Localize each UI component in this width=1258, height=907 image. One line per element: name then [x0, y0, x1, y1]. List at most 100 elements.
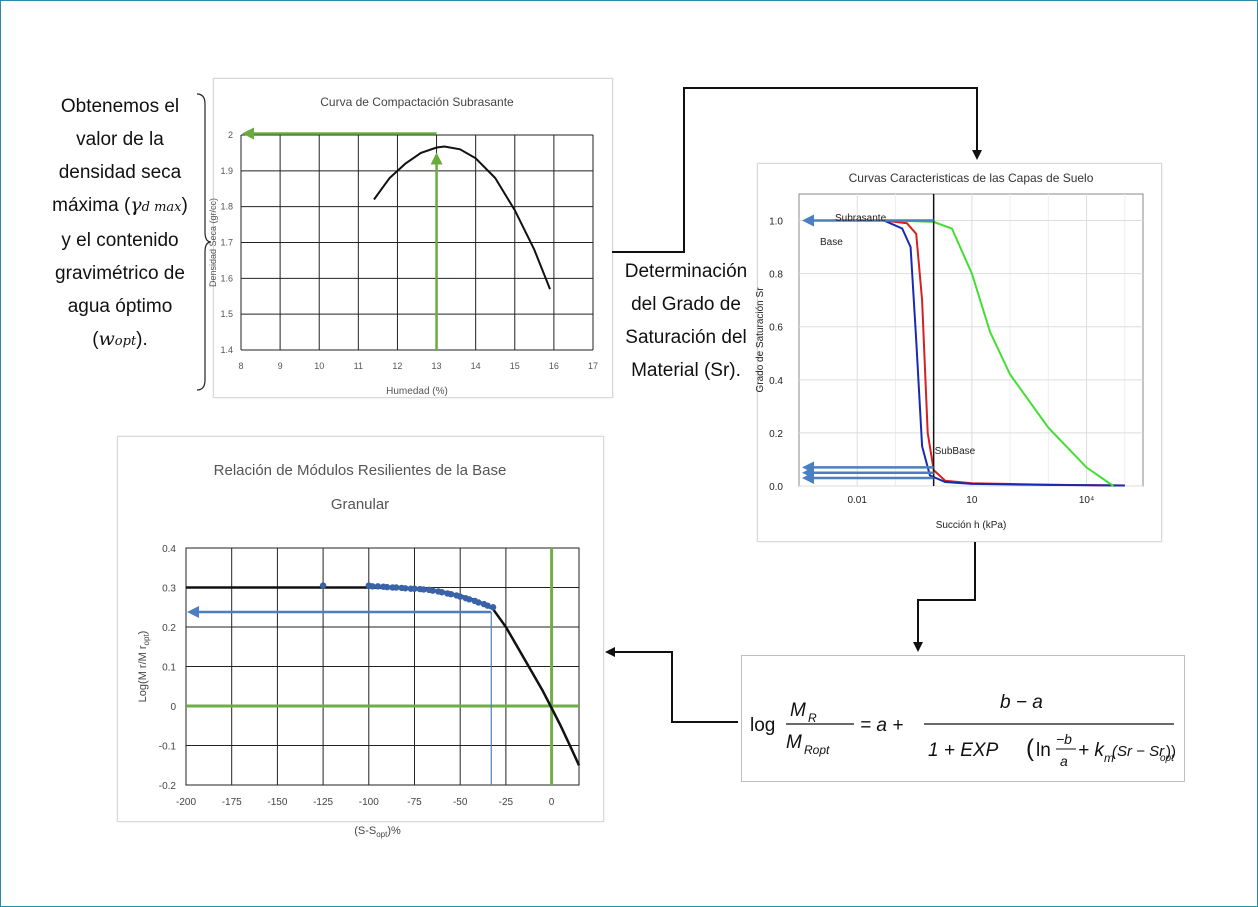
swcc-curve-blue: [807, 219, 1125, 487]
left-note-line: valor de la: [76, 129, 164, 150]
y-tick-label: 0.4: [769, 376, 783, 387]
chart-title: Curva de Compactación Subrasante: [320, 95, 514, 109]
x-tick-label: -150: [267, 797, 287, 808]
formula-sr-sub: opt: [1160, 753, 1175, 764]
resilient-chart: Relación de Módulos Resilientes de la Ba…: [137, 462, 581, 839]
x-tick-label: 17: [588, 361, 598, 371]
y-tick-label: 0.6: [769, 323, 783, 334]
formula-numerator: b − a: [1000, 692, 1043, 713]
connector-formula-to-resilient: [605, 647, 738, 723]
plot-area: [798, 193, 1144, 487]
data-point: [456, 593, 464, 600]
swcc-chart: Curvas Caracteristicas de las Capas de S…: [755, 171, 1144, 531]
data-point: [489, 604, 497, 611]
y-tick-label: 0.3: [162, 584, 176, 595]
x-tick-label: 15: [510, 361, 520, 371]
chart-title: Curvas Caracteristicas de las Capas de S…: [849, 171, 1094, 185]
y-tick-label: 1.4: [220, 345, 233, 355]
y-tick-label: 2: [228, 130, 233, 140]
data-point: [393, 584, 400, 591]
resilient-chart-panel: [117, 436, 604, 822]
formula-denominator-a: 1 + EXP: [928, 740, 999, 761]
x-tick-label: 0: [549, 797, 555, 808]
data-point: [319, 582, 327, 589]
x-axis-label: Succión h (kPa): [936, 520, 1007, 531]
formula-eq: = a +: [860, 715, 903, 736]
mid-note-line: Determinación: [624, 261, 748, 282]
left-note-line: Obtenemos el: [60, 96, 180, 117]
formula-sr: (Sr − Sr: [1112, 743, 1165, 760]
data-point: [411, 585, 418, 592]
x-tick-label: -50: [453, 797, 468, 808]
compaction-curve: [373, 145, 551, 290]
y-tick-label: 1.5: [220, 309, 233, 319]
x-tick-label: -200: [176, 797, 196, 808]
formula-ln: ln: [1036, 740, 1051, 761]
y-tick-label: 0.1: [162, 663, 176, 674]
x-tick-label: 13: [432, 361, 442, 371]
formula-paren-open: (: [1026, 735, 1034, 762]
label-base: Base: [820, 237, 843, 248]
x-tick-label: -75: [407, 797, 422, 808]
x-axis-label: Humedad (%): [386, 386, 448, 397]
connector-compaction-to-swcc: [612, 87, 982, 253]
left-note: Obtenemos el valor de la densidad seca m…: [40, 90, 200, 358]
formula-mropt: M: [786, 732, 802, 753]
formula-mr-sub: R: [808, 711, 817, 725]
formula-close: )): [1166, 743, 1176, 760]
chart-title-line1: Relación de Módulos Resilientes de la Ba…: [214, 462, 507, 479]
data-point: [438, 589, 446, 596]
y-tick-label: 0.4: [162, 544, 176, 555]
left-note-line: densidad seca: [58, 162, 182, 183]
y-tick-label: 0: [170, 702, 176, 713]
data-point: [429, 587, 436, 594]
x-tick-label: 10: [966, 495, 978, 506]
left-note-line: máxima (γd max): [52, 194, 188, 216]
compaction-chart: Curva de Compactación Subrasante 8 9 10 11 12…: [208, 95, 598, 397]
x-tick-label: 14: [471, 361, 481, 371]
data-point: [374, 583, 382, 590]
formula-mr: M: [790, 700, 806, 721]
data-point: [484, 602, 491, 609]
data-point: [475, 599, 482, 606]
data-point: [402, 585, 409, 592]
formula-svg: log M R M Ropt = a + b − a 1 + EXP ( ln …: [750, 692, 1176, 769]
data-point: [466, 596, 473, 603]
formula-frac-num: −b: [1056, 731, 1072, 747]
label-subrasante: Subrasante: [835, 213, 887, 224]
y-tick-label: 1.7: [220, 238, 233, 248]
data-point: [420, 586, 427, 593]
y-tick-label: 1.9: [220, 166, 233, 176]
x-axis-label: (S-Sopt)%: [354, 825, 401, 839]
x-tick-label: 0.01: [847, 495, 867, 506]
y-tick-label: 1.6: [220, 273, 233, 283]
x-tick-label: 8: [238, 361, 243, 371]
connector-swcc-to-formula: [913, 542, 976, 652]
resilient-curve: [186, 586, 581, 766]
y-axis-label: Densidad Seca (gr/cc): [208, 198, 218, 287]
y-tick-label: -0.2: [159, 781, 177, 792]
left-note-line: (wopt).: [92, 328, 148, 350]
y-tick-label: 0.2: [162, 623, 176, 634]
y-axis-label: Log(M r/M ropt): [137, 631, 151, 703]
x-tick-label: -25: [499, 797, 514, 808]
x-tick-label: 16: [549, 361, 559, 371]
y-tick-label: 1.0: [769, 217, 783, 228]
formula-frac-den: a: [1060, 753, 1068, 769]
formula-log: log: [750, 715, 775, 736]
formula-box: log M R M Ropt = a + b − a 1 + EXP ( ln …: [741, 655, 1185, 782]
left-note-line: agua óptimo: [67, 296, 173, 317]
y-tick-label: -0.1: [159, 742, 177, 753]
mid-note-line: Saturación del: [625, 327, 747, 348]
mid-note-line: del Grado de: [631, 294, 741, 315]
x-tick-label: -125: [313, 797, 333, 808]
x-tick-label: 9: [278, 361, 283, 371]
left-bracket: [196, 93, 212, 391]
mid-note-line: Material (Sr).: [631, 360, 741, 381]
x-tick-label: 10⁴: [1079, 495, 1094, 506]
data-point: [447, 591, 455, 598]
x-tick-label: 10: [314, 361, 324, 371]
y-tick-label: 0.8: [769, 270, 783, 281]
x-tick-label: -100: [359, 797, 379, 808]
formula-k: + k: [1078, 740, 1105, 761]
